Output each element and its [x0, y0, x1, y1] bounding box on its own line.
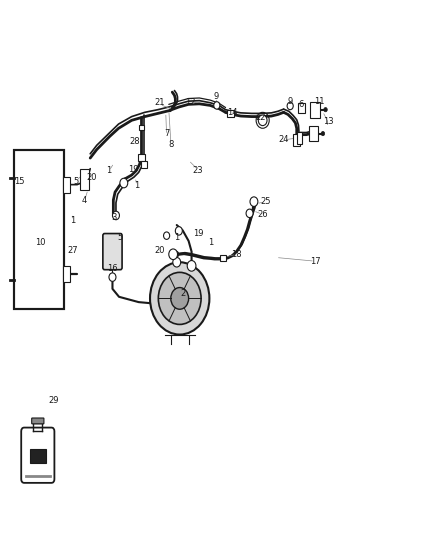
- FancyBboxPatch shape: [310, 102, 320, 118]
- Text: 9: 9: [213, 92, 219, 101]
- Text: 29: 29: [49, 396, 59, 405]
- Text: 23: 23: [193, 166, 203, 175]
- FancyBboxPatch shape: [227, 110, 234, 117]
- Circle shape: [113, 211, 120, 220]
- Text: 20: 20: [86, 173, 97, 182]
- Text: 16: 16: [107, 264, 117, 272]
- FancyBboxPatch shape: [138, 155, 145, 161]
- Circle shape: [175, 227, 182, 235]
- Circle shape: [158, 272, 201, 325]
- Circle shape: [321, 132, 325, 136]
- FancyBboxPatch shape: [30, 449, 46, 463]
- FancyBboxPatch shape: [103, 233, 122, 270]
- Text: 2: 2: [180, 288, 186, 297]
- FancyBboxPatch shape: [139, 125, 144, 130]
- Text: 20: 20: [155, 246, 165, 255]
- Text: 13: 13: [323, 117, 333, 126]
- Circle shape: [324, 108, 327, 112]
- Text: 1: 1: [208, 238, 213, 247]
- FancyBboxPatch shape: [64, 176, 70, 192]
- Text: 12: 12: [185, 98, 195, 107]
- FancyBboxPatch shape: [309, 126, 318, 141]
- FancyBboxPatch shape: [80, 168, 89, 190]
- FancyBboxPatch shape: [64, 266, 70, 282]
- Circle shape: [287, 102, 293, 110]
- Circle shape: [150, 262, 209, 335]
- Text: 21: 21: [154, 98, 165, 107]
- FancyBboxPatch shape: [297, 132, 302, 144]
- Circle shape: [171, 287, 189, 309]
- Text: 18: 18: [231, 250, 242, 259]
- FancyBboxPatch shape: [293, 134, 300, 147]
- Text: 8: 8: [168, 140, 173, 149]
- FancyBboxPatch shape: [32, 418, 44, 424]
- Circle shape: [173, 257, 180, 267]
- FancyBboxPatch shape: [21, 427, 54, 483]
- Text: 10: 10: [35, 238, 45, 247]
- Text: 15: 15: [14, 177, 24, 186]
- Text: 14: 14: [227, 108, 237, 117]
- Circle shape: [169, 249, 177, 260]
- Text: 4: 4: [82, 196, 87, 205]
- Text: 17: 17: [310, 257, 320, 265]
- Text: 7: 7: [164, 129, 170, 138]
- Text: 3: 3: [112, 213, 117, 222]
- Text: 1: 1: [106, 166, 111, 175]
- Text: 27: 27: [67, 246, 78, 255]
- Text: 11: 11: [314, 97, 325, 106]
- FancyBboxPatch shape: [141, 161, 147, 167]
- Circle shape: [250, 197, 258, 206]
- Text: 24: 24: [279, 135, 289, 144]
- Text: 5: 5: [74, 177, 79, 186]
- Circle shape: [120, 178, 128, 188]
- Text: 1: 1: [70, 216, 75, 225]
- FancyBboxPatch shape: [220, 255, 226, 261]
- Text: 1: 1: [134, 181, 140, 190]
- Text: 25: 25: [260, 197, 271, 206]
- Text: 28: 28: [129, 137, 140, 146]
- Circle shape: [173, 251, 179, 257]
- FancyBboxPatch shape: [14, 150, 64, 309]
- Circle shape: [258, 115, 267, 126]
- FancyBboxPatch shape: [297, 103, 304, 113]
- Text: 22: 22: [256, 113, 266, 122]
- Text: 19: 19: [193, 229, 204, 238]
- Text: 26: 26: [258, 210, 268, 219]
- Circle shape: [214, 102, 220, 109]
- Circle shape: [163, 232, 170, 239]
- Text: 5: 5: [118, 233, 123, 242]
- Text: 19: 19: [128, 165, 139, 174]
- Circle shape: [109, 273, 116, 281]
- Text: 9: 9: [287, 97, 292, 106]
- Text: 6: 6: [298, 100, 304, 109]
- Text: 1: 1: [174, 233, 179, 242]
- Circle shape: [246, 209, 253, 217]
- Circle shape: [187, 261, 196, 271]
